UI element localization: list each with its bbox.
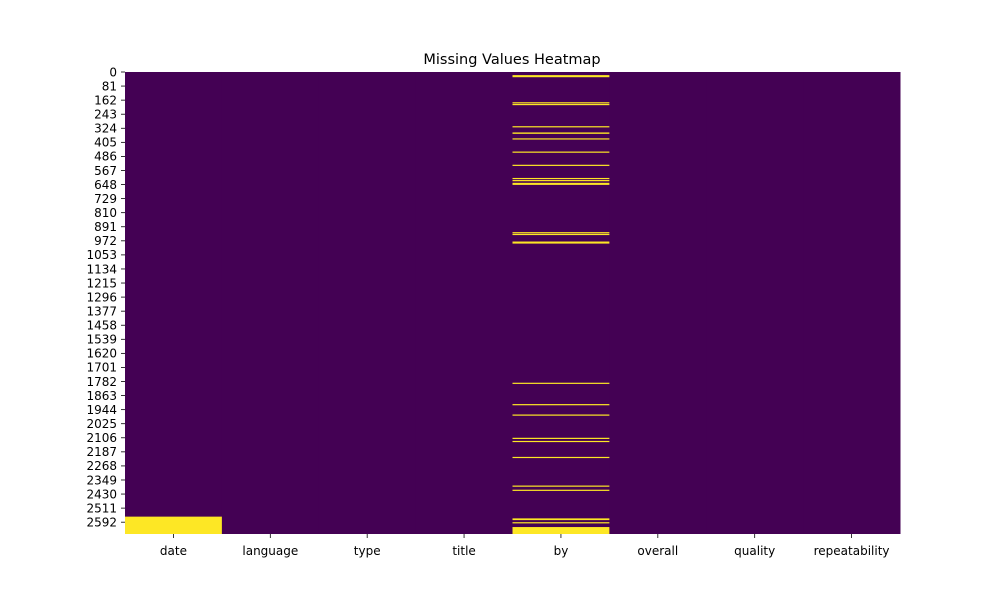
missing-band-date — [125, 516, 222, 534]
y-tick-label: 1053 — [86, 248, 117, 262]
missing-band-by — [512, 232, 610, 234]
missing-band-by — [512, 164, 610, 166]
y-tick-label: 1539 — [86, 333, 117, 347]
heatmap-column-by — [512, 72, 610, 534]
heatmap-column-quality — [706, 72, 804, 534]
missing-band-by — [512, 103, 610, 106]
y-tick-label: 1701 — [86, 361, 117, 375]
y-tick-label: 1944 — [86, 403, 117, 417]
missing-band-by — [512, 180, 610, 182]
y-tick-label: 2268 — [86, 459, 117, 473]
missing-band-by — [512, 414, 610, 416]
missing-band-by — [512, 177, 610, 180]
missing-band-by — [512, 440, 610, 443]
y-tick-label: 1134 — [86, 262, 117, 276]
missing-band-by — [512, 132, 610, 134]
plot-area — [125, 72, 901, 534]
heatmap-column-overall — [609, 72, 707, 534]
heatmap-column-type — [318, 72, 417, 534]
x-tick-label-date: date — [160, 544, 187, 558]
missing-band-by — [512, 489, 610, 491]
y-tick-label: 1782 — [86, 375, 117, 389]
y-tick-label: 2430 — [86, 487, 117, 501]
missing-band-by — [512, 75, 610, 78]
x-tick-label-by: by — [554, 544, 569, 558]
y-tick-label: 1863 — [86, 389, 117, 403]
missing-band-by — [512, 485, 610, 487]
y-tick-label: 648 — [94, 178, 117, 192]
heatmap-column-repeatability — [803, 72, 901, 534]
y-tick-label: 1377 — [86, 304, 117, 318]
x-tick-label-title: title — [452, 544, 475, 558]
chart-title: Missing Values Heatmap — [423, 52, 600, 68]
missing-band-by — [512, 241, 610, 244]
missing-band-by — [512, 518, 610, 521]
x-tick-label-repeatability: repeatability — [814, 544, 890, 558]
heatmap-column-language — [221, 72, 320, 534]
missing-band-by — [512, 404, 610, 406]
y-tick-label: 2025 — [86, 417, 117, 431]
x-tick-label-overall: overall — [637, 544, 678, 558]
y-tick-label: 567 — [94, 164, 117, 178]
missing-band-by — [512, 456, 610, 459]
missing-band-by — [512, 138, 610, 140]
y-tick-label: 2511 — [86, 501, 117, 515]
y-tick-label: 1215 — [86, 276, 117, 290]
y-axis: 0811622433244054865676487298108919721053… — [86, 65, 125, 529]
y-tick-label: 2106 — [86, 431, 117, 445]
missing-band-by — [512, 102, 610, 104]
y-tick-label: 729 — [94, 192, 117, 206]
missing-band-by — [512, 233, 610, 236]
y-tick-label: 243 — [94, 108, 117, 122]
missing-band-by — [512, 437, 610, 439]
y-tick-label: 405 — [94, 136, 117, 150]
y-tick-label: 1620 — [86, 347, 117, 361]
missing-band-by — [512, 382, 610, 384]
y-tick-label: 972 — [94, 234, 117, 248]
heatmap-column-title — [415, 72, 513, 534]
y-tick-label: 1458 — [86, 319, 117, 333]
missing-band-by — [512, 527, 610, 534]
x-axis: date language type title by overall quality rep… — [160, 534, 890, 558]
y-tick-label: 2592 — [86, 515, 117, 529]
x-tick-label-quality: quality — [734, 544, 775, 558]
y-tick-label: 486 — [94, 150, 117, 164]
y-tick-label: 324 — [94, 122, 117, 136]
x-tick-label-type: type — [354, 544, 381, 558]
y-tick-label: 2187 — [86, 445, 117, 459]
y-tick-label: 2349 — [86, 473, 117, 487]
y-tick-label: 162 — [94, 93, 117, 107]
heatmap-column-date — [125, 72, 223, 534]
y-tick-label: 891 — [94, 220, 117, 234]
missing-band-by — [512, 126, 610, 128]
y-tick-label: 1296 — [86, 290, 117, 304]
y-tick-label: 81 — [102, 79, 117, 93]
missing-band-by — [512, 151, 610, 153]
missing-band-by — [512, 522, 610, 524]
missing-band-by — [512, 182, 610, 185]
x-tick-label-language: language — [242, 544, 298, 558]
y-tick-label: 0 — [109, 65, 117, 79]
y-tick-label: 810 — [94, 206, 117, 220]
